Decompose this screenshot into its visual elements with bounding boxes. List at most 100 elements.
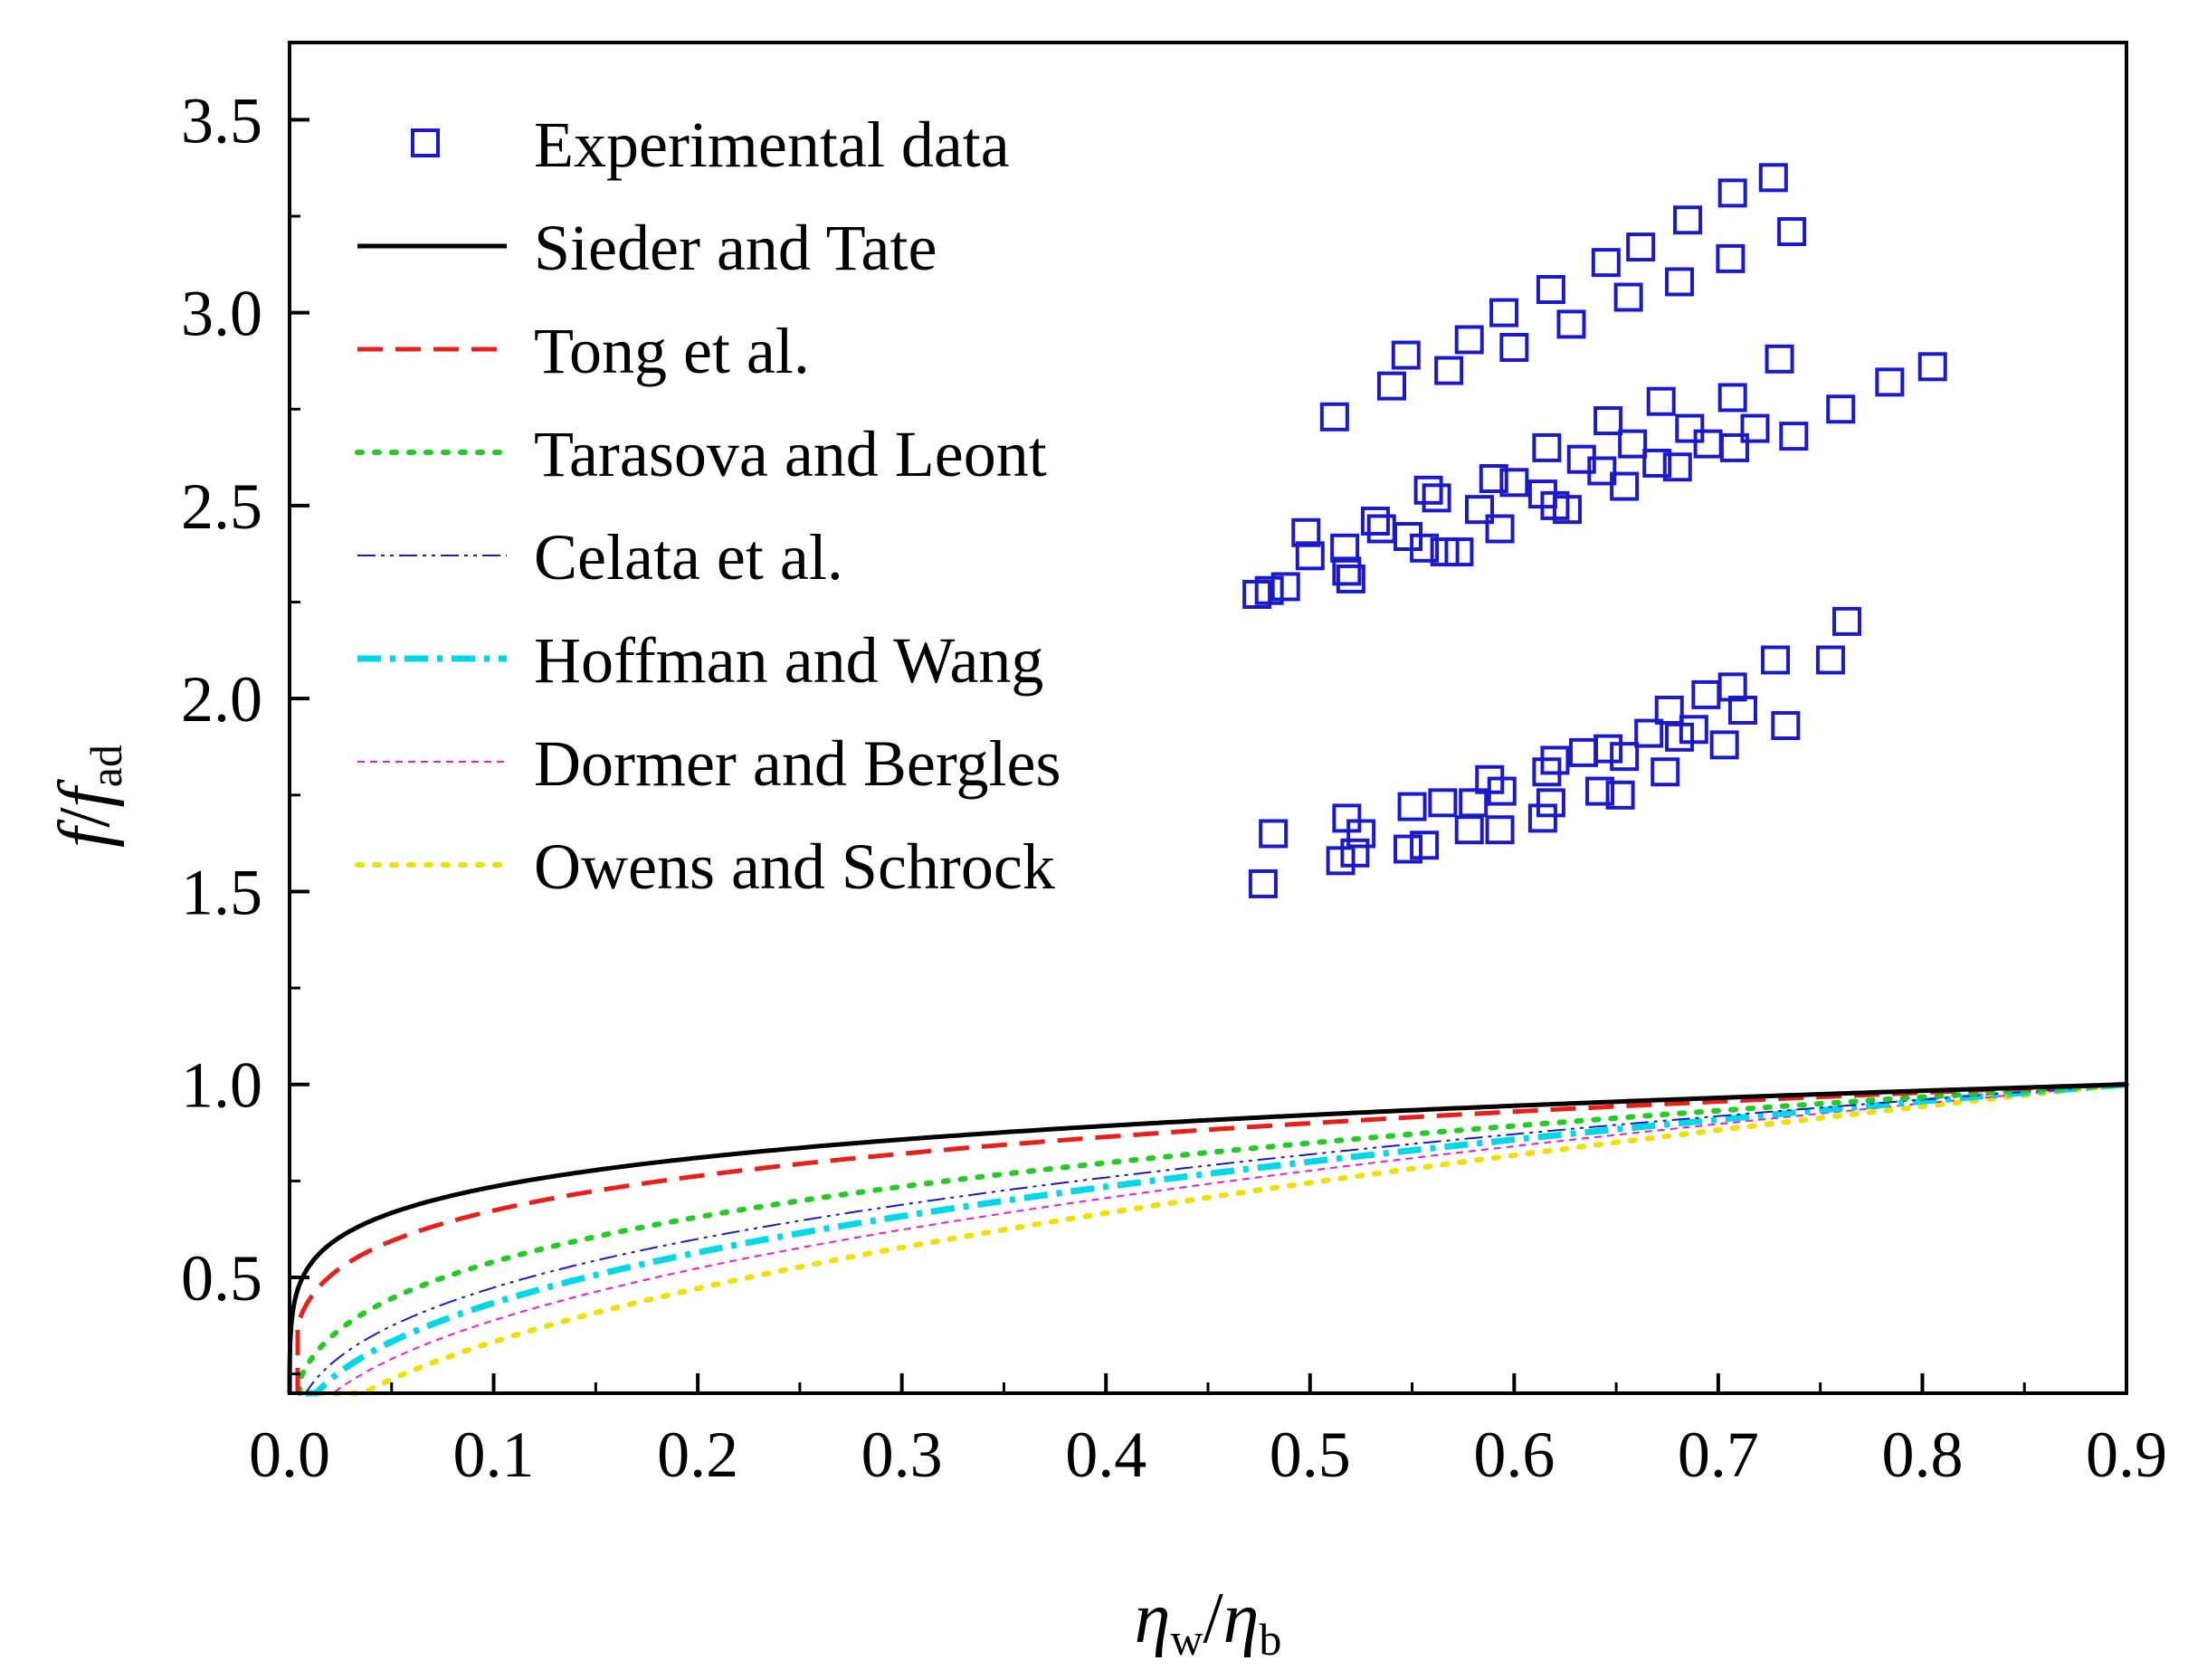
curve-owens-and-schrock (315, 1081, 2129, 1396)
data-point (1391, 340, 1421, 370)
data-point (1552, 495, 1582, 525)
data-point (1527, 803, 1557, 833)
x-tick-label: 0.4 (1065, 1419, 1146, 1491)
curve-hoffman-and-wang (306, 1081, 2127, 1397)
data-point (1366, 514, 1396, 544)
legend-label: Owens and Schrock (534, 831, 1055, 903)
data-point (1319, 402, 1349, 432)
data-point (1673, 205, 1703, 235)
data-point (1489, 298, 1519, 327)
curve-celata-et-al- (301, 1083, 2127, 1394)
data-point (1610, 471, 1640, 501)
data-point (1410, 533, 1440, 563)
y-tick-label: 2.0 (181, 663, 262, 736)
data-point (1413, 475, 1443, 505)
data-point (1259, 819, 1289, 849)
legend-label: Sieder and Tate (534, 212, 937, 284)
y-tick-label: 1.5 (181, 856, 262, 928)
x-tick-label: 0.2 (657, 1419, 738, 1491)
data-point (1717, 178, 1747, 208)
data-point (1444, 537, 1474, 567)
legend: Experimental data Sieder and Tate Tong et … (355, 109, 1061, 903)
data-point (1679, 715, 1708, 745)
legend-label: Tarasova and Leont (534, 418, 1047, 490)
data-point (1771, 711, 1801, 741)
data-point (1593, 734, 1623, 764)
data-point (1587, 456, 1617, 486)
data-point (1330, 533, 1360, 563)
data-point (1610, 742, 1640, 772)
data-point (1459, 788, 1489, 818)
data-point (1464, 495, 1494, 525)
data-point (1454, 325, 1484, 355)
data-point (1765, 344, 1794, 374)
legend-marker-square (411, 128, 440, 157)
x-label-eta-b: η (1223, 1579, 1260, 1658)
data-point (1340, 838, 1370, 868)
x-label-sub-w: w (1170, 1614, 1203, 1665)
data-point (1410, 831, 1440, 860)
x-label-eta-w: η (1135, 1579, 1171, 1658)
x-tick-label: 0.7 (1678, 1419, 1759, 1491)
data-point (1758, 163, 1788, 193)
data-point (1485, 815, 1515, 845)
x-tick-label: 0.8 (1881, 1419, 1963, 1491)
data-point (1434, 356, 1464, 385)
data-point (1593, 406, 1623, 436)
y-tick-label: 3.0 (181, 278, 262, 350)
data-point (1556, 309, 1586, 339)
data-point (1479, 464, 1508, 494)
data-point (1428, 788, 1458, 818)
data-point (1536, 788, 1565, 818)
data-point (1254, 575, 1284, 605)
data-point (1532, 432, 1562, 462)
data-point (1716, 243, 1746, 273)
data-point (1917, 352, 1947, 382)
data-point (1826, 394, 1856, 424)
experimental-points (1242, 163, 1947, 898)
y-axis-ticks: 0.5 1.0 1.5 2.0 2.5 3.0 3.5 (181, 84, 309, 1376)
x-label-sub-b: b (1259, 1614, 1281, 1665)
data-point (1332, 556, 1362, 586)
y-tick-label: 1.0 (181, 1049, 262, 1122)
data-point (1646, 386, 1676, 416)
legend-label: Celata et al. (534, 521, 843, 593)
data-point (1360, 506, 1390, 536)
data-point (1626, 233, 1656, 262)
curve-tarasova-and-leont (297, 1081, 2129, 1396)
x-tick-label: 0.1 (453, 1419, 535, 1491)
x-axis-ticks: 0.0 0.1 0.2 0.3 0.4 0.5 0.6 0.7 0.8 0.9 (249, 1373, 2167, 1491)
data-point (1336, 564, 1365, 593)
data-point (1422, 483, 1451, 513)
data-point (1346, 819, 1376, 849)
data-point (1499, 332, 1529, 362)
data-point (1662, 452, 1692, 482)
data-point (1727, 695, 1757, 725)
y-tick-label: 0.5 (181, 1242, 262, 1315)
data-point (1613, 282, 1643, 312)
y-label-sub-ad: ad (81, 745, 131, 787)
data-point (1675, 413, 1705, 443)
x-tick-label: 0.9 (2086, 1419, 2167, 1491)
legend-label: Experimental data (534, 109, 1010, 181)
x-tick-label: 0.3 (861, 1419, 943, 1491)
y-axis-label: f/fad (45, 745, 131, 848)
data-point (1719, 432, 1749, 462)
data-point (1487, 776, 1517, 806)
data-point (1291, 517, 1321, 547)
curve-dormer-and-bergles (309, 1083, 2127, 1394)
data-point (1499, 468, 1529, 498)
data-point (1397, 792, 1427, 821)
data-point (1691, 679, 1721, 709)
data-point (1618, 429, 1648, 459)
x-axis-label: ηw/ηb (1135, 1579, 1282, 1665)
x-label-slash: / (1203, 1579, 1223, 1658)
data-point (1693, 429, 1723, 459)
legend-label: Tong et al. (534, 315, 810, 387)
data-point (1709, 730, 1739, 760)
data-point (1777, 217, 1807, 247)
data-point (1605, 780, 1635, 810)
x-tick-label: 0.5 (1270, 1419, 1351, 1491)
data-point (1717, 383, 1747, 413)
